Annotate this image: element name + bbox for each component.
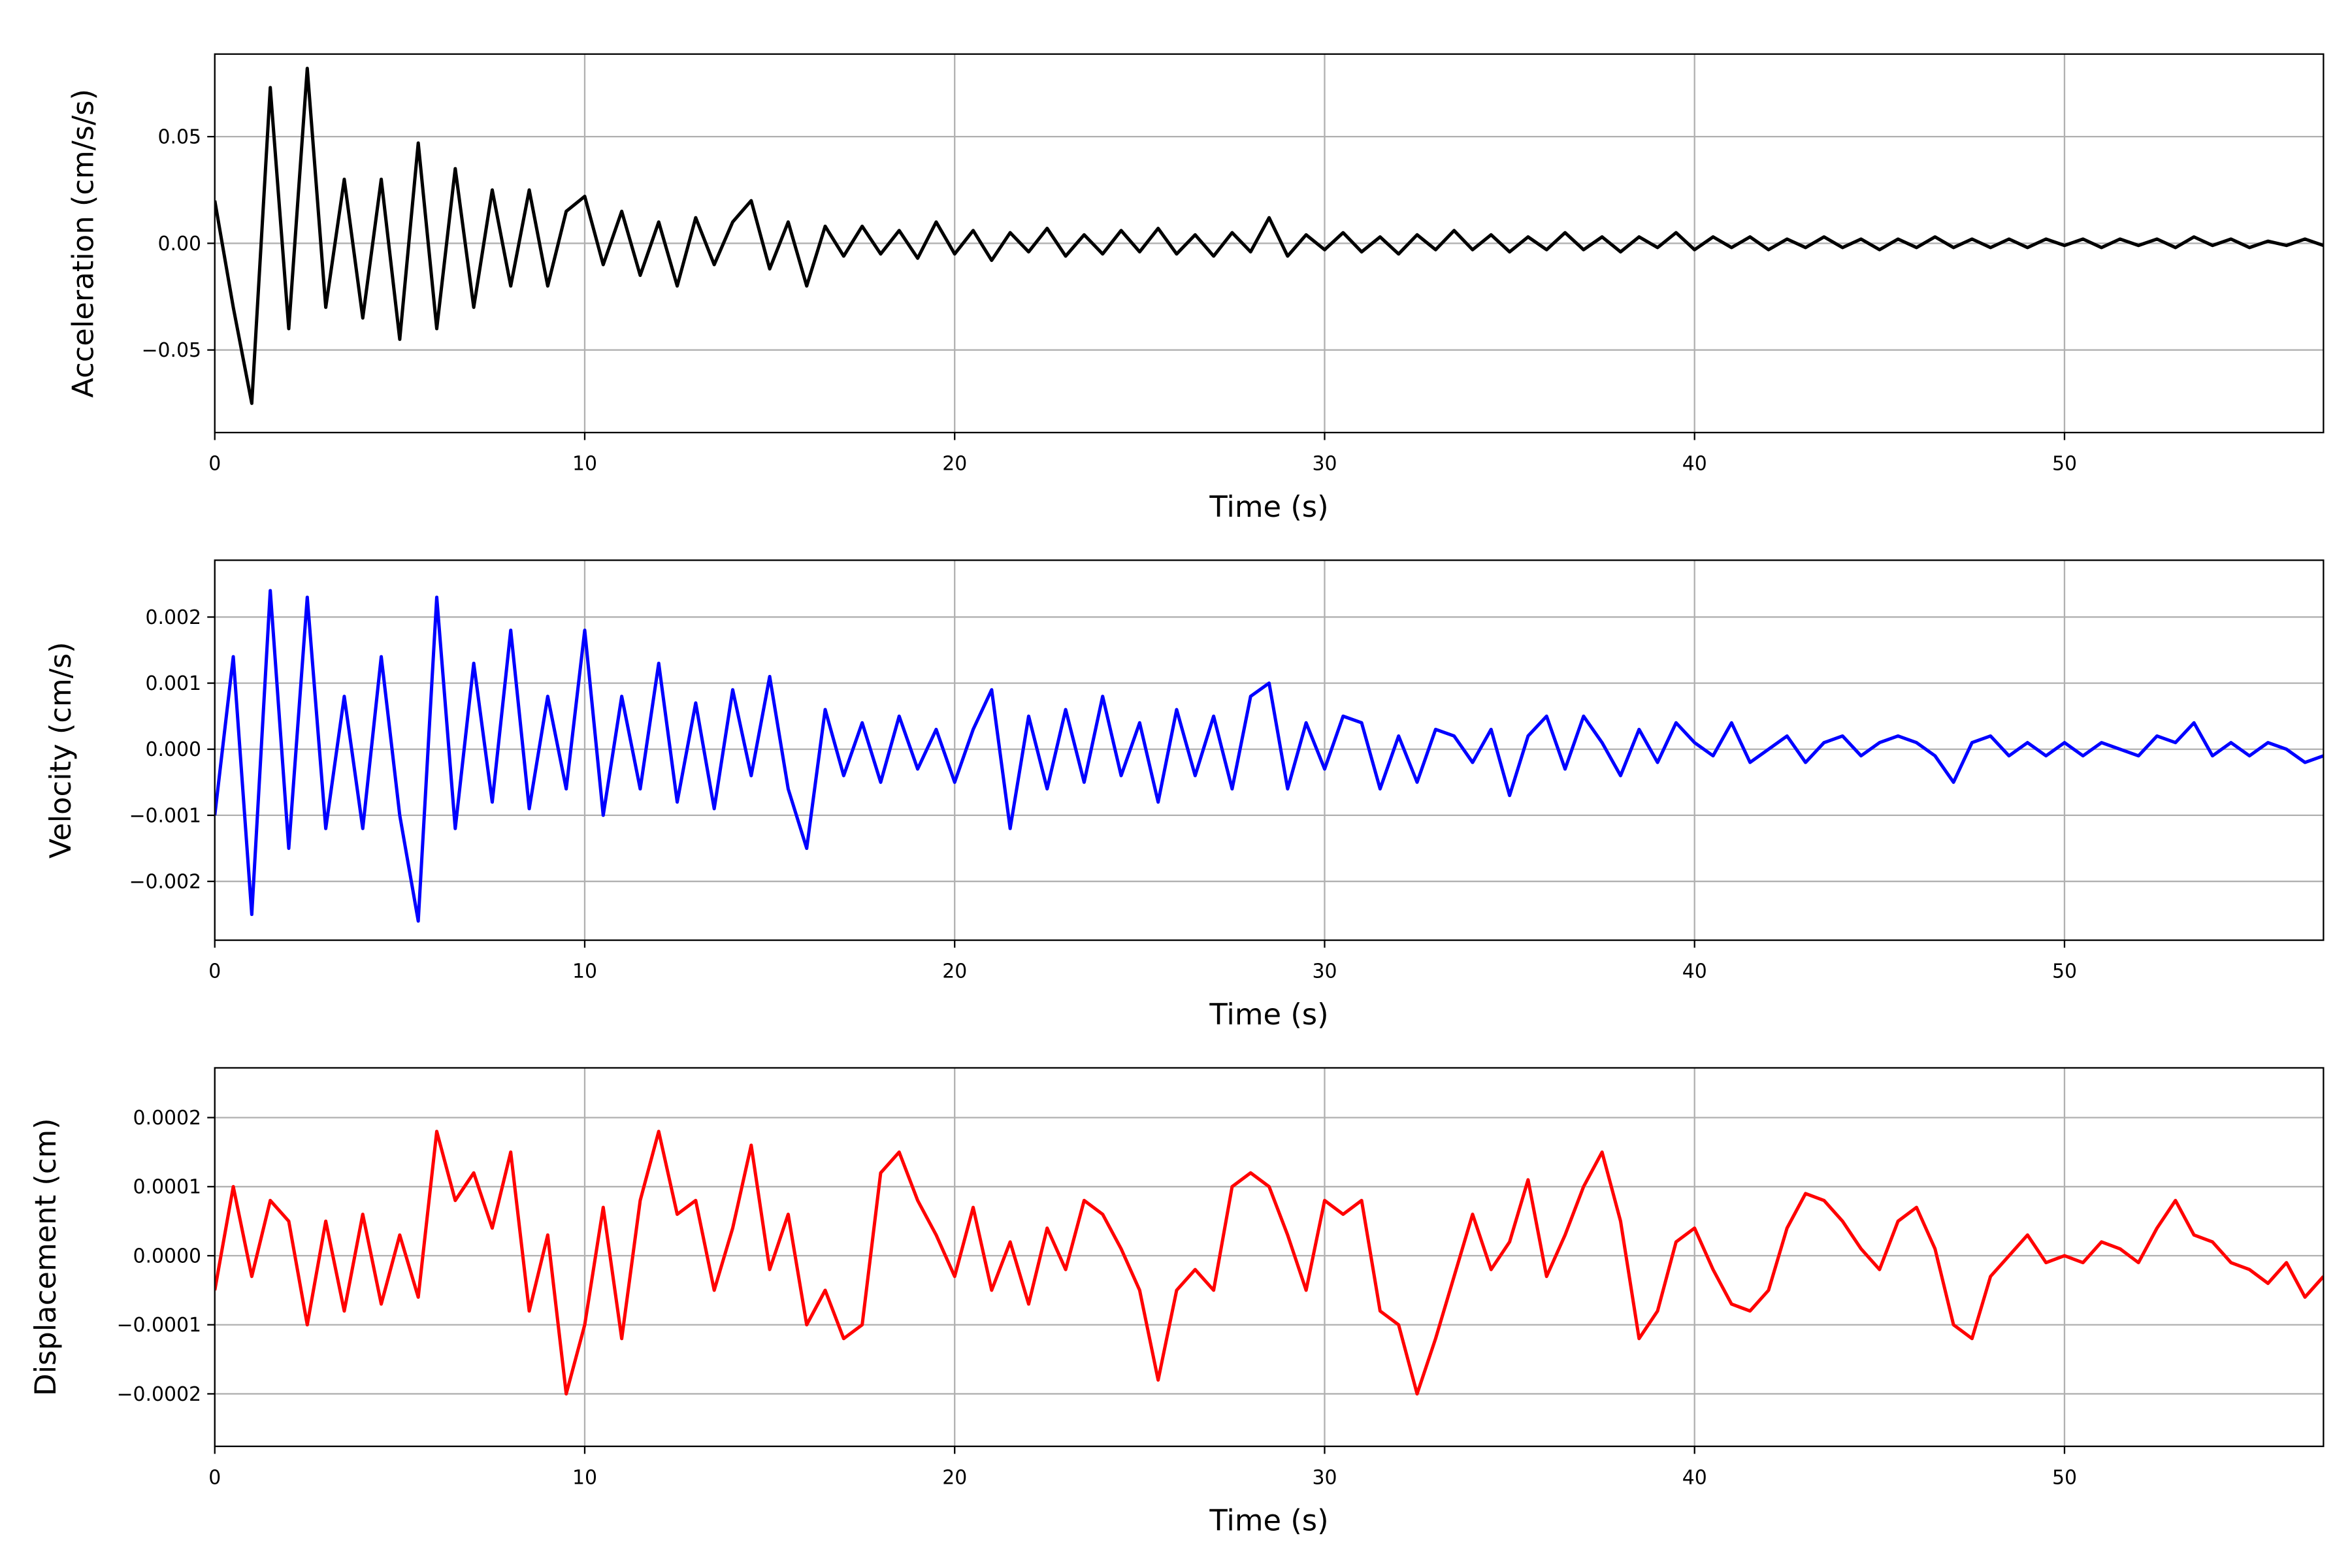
x-tick-label: 0 bbox=[208, 1466, 221, 1489]
y-tick-label: 0.000 bbox=[146, 738, 202, 761]
y-tick-label: −0.002 bbox=[129, 870, 201, 893]
y-axis-label: Acceleration (cm/s/s) bbox=[66, 89, 101, 398]
y-tick-label: 0.00 bbox=[158, 233, 202, 255]
x-tick-label: 10 bbox=[572, 960, 597, 983]
x-tick-label: 20 bbox=[942, 1466, 967, 1489]
x-tick-label: 50 bbox=[2052, 960, 2077, 983]
x-tick-label: 10 bbox=[572, 1466, 597, 1489]
x-tick-label: 30 bbox=[1312, 960, 1337, 983]
data-line bbox=[214, 67, 2324, 405]
x-axis-label: Time (s) bbox=[1209, 489, 1328, 524]
y-tick-label: −0.0002 bbox=[116, 1383, 201, 1406]
y-tick-label: −0.0001 bbox=[116, 1314, 201, 1337]
plot-area bbox=[214, 589, 2324, 923]
x-tick-label: 30 bbox=[1312, 453, 1337, 476]
x-axis-label: Time (s) bbox=[1209, 1503, 1328, 1538]
x-tick-label: 0 bbox=[208, 453, 221, 476]
axes-frame bbox=[214, 53, 2325, 434]
y-tick-label: 0.001 bbox=[146, 672, 202, 695]
axes-frame bbox=[214, 1067, 2325, 1447]
x-tick-label: 20 bbox=[942, 453, 967, 476]
x-tick-label: 50 bbox=[2052, 1466, 2077, 1489]
y-tick-label: −0.05 bbox=[141, 339, 201, 362]
x-tick-label: 40 bbox=[1682, 960, 1707, 983]
y-tick-label: −0.001 bbox=[129, 804, 201, 827]
plot-area bbox=[214, 1130, 2324, 1396]
plot-area bbox=[214, 67, 2324, 405]
data-line bbox=[214, 589, 2324, 923]
y-tick-label: 0.0000 bbox=[133, 1245, 201, 1267]
y-tick-label: 0.0002 bbox=[133, 1107, 201, 1130]
y-tick-label: 0.002 bbox=[146, 606, 202, 629]
y-axis-label: Velocity (cm/s) bbox=[43, 642, 78, 858]
x-tick-label: 20 bbox=[942, 960, 967, 983]
x-tick-label: 30 bbox=[1312, 1466, 1337, 1489]
x-tick-label: 40 bbox=[1682, 453, 1707, 476]
x-tick-label: 10 bbox=[572, 453, 597, 476]
x-tick-label: 50 bbox=[2052, 453, 2077, 476]
y-tick-label: 0.05 bbox=[158, 125, 202, 148]
x-tick-label: 40 bbox=[1682, 1466, 1707, 1489]
y-tick-label: 0.0001 bbox=[133, 1176, 201, 1199]
x-tick-label: 0 bbox=[208, 960, 221, 983]
data-line bbox=[214, 1130, 2324, 1396]
axes-frame bbox=[214, 559, 2325, 941]
x-axis-label: Time (s) bbox=[1209, 997, 1328, 1032]
y-axis-label: Displacement (cm) bbox=[28, 1118, 63, 1396]
